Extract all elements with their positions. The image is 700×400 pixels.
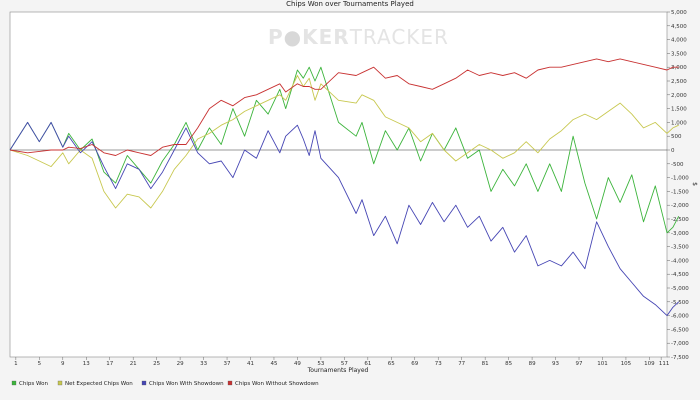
y-tick-label: -4,000 — [671, 258, 689, 264]
y-tick-label: -2,500 — [671, 217, 689, 223]
y-tick-label: 3,500 — [671, 51, 687, 57]
x-tick-label: 37 — [224, 361, 231, 367]
legend-label: Net Expected Chips Won — [65, 381, 133, 387]
series-lines — [9, 58, 680, 317]
x-axis: 1 5 9 13 17 21 25 29 33 37 41 45 49 53 57 61 65 69 73 77 81 8… — [14, 357, 669, 367]
y-tick-label: 500 — [671, 134, 682, 140]
x-tick-label: 109 — [644, 361, 655, 367]
y-tick-label: -4,500 — [671, 272, 689, 278]
y-tick-label: 1,500 — [671, 107, 687, 113]
y-axis-label: $ — [691, 182, 698, 186]
x-tick-label: 61 — [364, 361, 371, 367]
x-tick-label: 111 — [659, 361, 670, 367]
watermark-right: TRACKER — [349, 25, 449, 49]
watermark-left: P — [268, 25, 284, 49]
x-tick-label: 49 — [294, 361, 301, 367]
x-tick-label: 41 — [247, 361, 254, 367]
legend-label: Chips Won Without Showdown — [235, 381, 319, 387]
x-tick-label: 85 — [505, 361, 512, 367]
x-tick-label: 93 — [552, 361, 559, 367]
x-tick-label: 33 — [200, 361, 207, 367]
y-tick-label: 2,500 — [671, 79, 687, 85]
y-tick-label: -6,500 — [671, 327, 689, 333]
legend-swatch — [57, 380, 63, 386]
legend-label: Chips Won With Showdown — [149, 381, 224, 387]
x-tick-label: 105 — [621, 361, 632, 367]
y-axis: 5,000 4,500 4,000 3,500 3,000 2,500 2,000 1,500… — [667, 10, 689, 361]
chart-title: Chips Won over Tournaments Played — [286, 0, 414, 8]
series-line-2 — [9, 75, 679, 209]
x-tick-label: 13 — [83, 361, 90, 367]
y-tick-label: -2,000 — [671, 203, 689, 209]
x-tick-label: 17 — [106, 361, 113, 367]
series-line-1 — [9, 66, 680, 234]
legend-swatch — [11, 380, 17, 386]
y-tick-label: -5,000 — [671, 286, 689, 292]
x-tick-label: 21 — [130, 361, 137, 367]
x-tick-label: 9 — [61, 361, 65, 367]
y-tick-label: -7,500 — [671, 355, 689, 361]
y-tick-label: -5,500 — [671, 300, 689, 306]
y-tick-label: -1,000 — [671, 176, 689, 182]
legend: Chips Won Net Expected Chips Won Chips Won… — [11, 380, 319, 387]
x-tick-label: 57 — [341, 361, 348, 367]
x-tick-label: 81 — [482, 361, 489, 367]
x-tick-label: 45 — [270, 361, 277, 367]
x-tick-label: 97 — [576, 361, 583, 367]
x-tick-label: 25 — [153, 361, 160, 367]
watermark-chip-icon: ● — [284, 25, 302, 49]
y-tick-label: 4,000 — [671, 38, 687, 44]
watermark-mid: KER — [302, 25, 350, 49]
y-tick-label: 1,000 — [671, 120, 687, 126]
x-tick-label: 69 — [411, 361, 418, 367]
x-tick-label: 101 — [597, 361, 608, 367]
y-tick-label: 3,000 — [671, 65, 687, 71]
y-tick-label: -6,000 — [671, 314, 689, 320]
legend-label: Chips Won — [19, 381, 48, 387]
y-tick-label: -3,500 — [671, 245, 689, 251]
x-tick-label: 5 — [38, 361, 42, 367]
x-tick-label: 77 — [458, 361, 465, 367]
y-tick-label: -500 — [671, 162, 684, 168]
x-tick-label: 29 — [177, 361, 184, 367]
series-line-3 — [9, 121, 680, 317]
x-tick-label: 1 — [14, 361, 18, 367]
y-tick-label: -7,000 — [671, 341, 689, 347]
y-tick-label: -3,000 — [671, 231, 689, 237]
x-tick-label: 65 — [388, 361, 395, 367]
legend-swatch — [141, 380, 147, 386]
x-tick-label: 53 — [317, 361, 324, 367]
plot-area — [9, 11, 668, 358]
y-tick-label: 5,000 — [671, 10, 687, 16]
x-axis-label: Tournaments Played — [307, 367, 369, 374]
x-tick-label: 73 — [435, 361, 442, 367]
series-line-4 — [9, 58, 679, 156]
y-tick-label: -1,500 — [671, 189, 689, 195]
pokertracker-watermark: P●KERTRACKER — [268, 25, 449, 49]
y-tick-label: 0 — [671, 148, 675, 154]
legend-swatch — [227, 380, 233, 386]
y-tick-label: 2,000 — [671, 93, 687, 99]
y-tick-label: 4,500 — [671, 24, 687, 30]
x-tick-label: 89 — [529, 361, 536, 367]
